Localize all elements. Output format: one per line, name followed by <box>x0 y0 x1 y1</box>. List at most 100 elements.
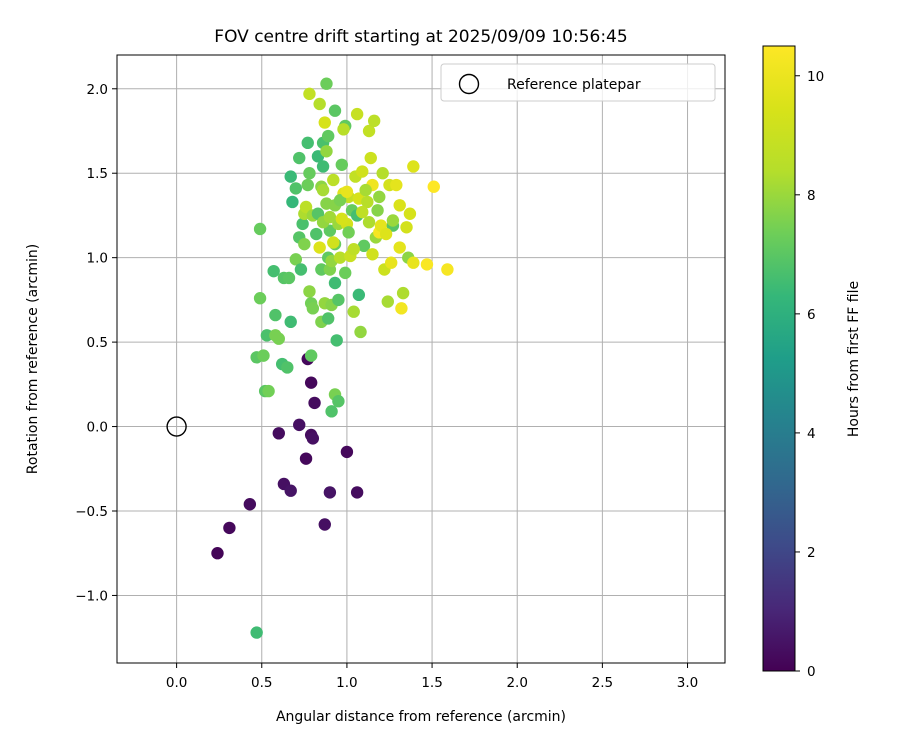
data-point <box>354 325 367 339</box>
data-point <box>393 199 406 212</box>
data-point <box>362 124 376 138</box>
colorbar-tick-label: 10 <box>807 69 824 85</box>
data-point <box>356 165 369 178</box>
data-point <box>340 445 354 459</box>
data-point <box>420 258 434 271</box>
data-point <box>340 185 354 198</box>
x-tick-label: 1.0 <box>336 675 357 691</box>
data-point <box>381 295 394 308</box>
data-point <box>284 315 297 329</box>
data-point <box>376 167 389 180</box>
legend: Reference platepar <box>440 63 716 102</box>
data-point <box>298 237 311 251</box>
data-point <box>347 243 360 256</box>
data-point <box>335 212 349 226</box>
data-point <box>303 167 316 180</box>
data-point <box>362 216 376 229</box>
colorbar-tick-label: 8 <box>807 188 816 204</box>
data-point <box>301 136 314 150</box>
x-tick-label: 1.5 <box>421 675 442 691</box>
data-point <box>427 180 440 193</box>
data-point <box>327 236 340 249</box>
plot-frame <box>116 54 726 664</box>
data-point <box>289 253 303 266</box>
colorbar-label: Hours from first FF file <box>846 281 862 437</box>
y-axis-ticks: −1.0 −0.5 0.0 0.5 1.0 1.5 2.0 <box>75 82 117 604</box>
colorbar-tick-label: 0 <box>807 664 816 680</box>
y-tick-label: 1.5 <box>87 166 108 182</box>
data-point <box>318 518 331 531</box>
y-tick-label: −0.5 <box>75 504 108 520</box>
data-point <box>325 405 338 418</box>
data-point <box>371 204 384 217</box>
data-point <box>367 114 381 128</box>
data-point <box>301 178 314 192</box>
x-tick-label: 3.0 <box>677 675 698 691</box>
grid-lines <box>117 55 725 663</box>
data-point <box>262 384 275 398</box>
data-point <box>293 418 306 432</box>
data-point <box>321 312 335 325</box>
data-point <box>323 210 337 224</box>
data-point <box>272 332 285 345</box>
data-point <box>253 292 267 305</box>
y-tick-label: 0.5 <box>87 335 108 351</box>
data-point <box>306 302 320 315</box>
data-point <box>333 251 347 264</box>
data-point <box>441 263 454 276</box>
data-point <box>304 376 318 389</box>
y-tick-label: 1.0 <box>87 251 108 267</box>
data-point <box>335 158 349 171</box>
data-point <box>330 334 343 347</box>
data-point <box>321 129 335 143</box>
data-point <box>250 626 263 639</box>
data-point <box>294 263 308 276</box>
data-point <box>342 226 355 239</box>
data-point <box>303 87 316 101</box>
data-point <box>281 361 294 374</box>
colorbar-tick-label: 6 <box>807 307 816 323</box>
data-point <box>284 484 297 497</box>
data-point <box>386 214 400 227</box>
data-point <box>395 302 408 315</box>
data-point <box>267 264 280 278</box>
data-point <box>296 217 309 231</box>
data-point <box>356 205 369 219</box>
data-point <box>332 293 345 307</box>
x-tick-label: 0.0 <box>166 675 187 691</box>
data-point <box>223 521 236 535</box>
data-point <box>313 241 326 254</box>
x-axis-label: Angular distance from reference (arcmin) <box>276 709 566 725</box>
data-point <box>211 547 224 560</box>
data-point <box>352 288 366 302</box>
colorbar-tick-label: 4 <box>807 426 816 442</box>
data-point <box>393 241 406 254</box>
data-point <box>327 173 340 187</box>
data-point <box>260 329 274 342</box>
data-point <box>384 256 398 269</box>
data-point <box>318 116 331 129</box>
data-point <box>396 286 410 300</box>
data-point <box>310 227 323 241</box>
data-point <box>328 104 342 117</box>
x-tick-label: 2.5 <box>592 675 613 691</box>
data-point <box>332 395 345 408</box>
data-point <box>315 263 328 276</box>
data-point <box>253 222 267 236</box>
legend-marker <box>458 73 480 95</box>
data-point <box>350 486 364 499</box>
legend-box <box>440 63 716 102</box>
data-point <box>333 194 347 207</box>
data-point <box>303 285 316 298</box>
colorbar-tick-label: 2 <box>807 545 816 561</box>
chart-title: FOV centre drift starting at 2025/09/09 … <box>214 27 627 47</box>
data-point <box>299 452 313 465</box>
data-point <box>272 427 285 440</box>
data-point <box>323 486 337 499</box>
data-point <box>269 308 282 322</box>
data-points <box>211 77 454 639</box>
data-point <box>313 97 326 111</box>
y-tick-label: −1.0 <box>75 588 108 604</box>
data-point <box>403 207 417 220</box>
